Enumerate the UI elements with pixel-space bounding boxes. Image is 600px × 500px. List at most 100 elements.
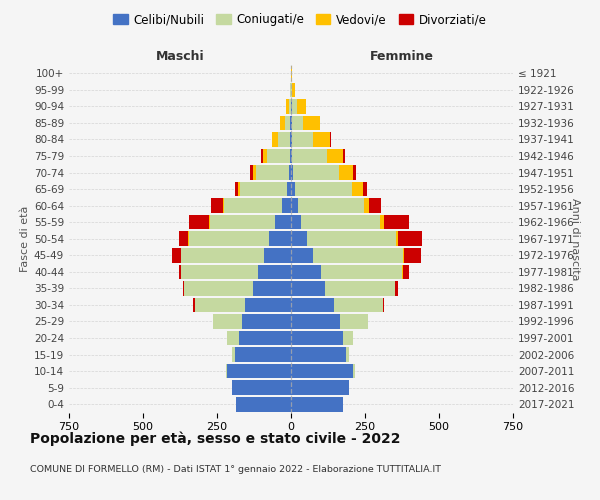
Bar bbox=[343, 331, 353, 345]
Bar bbox=[189, 232, 269, 246]
Bar bbox=[313, 248, 403, 262]
Bar bbox=[209, 215, 275, 230]
Y-axis label: Fasce di età: Fasce di età bbox=[20, 206, 30, 272]
Bar bbox=[212, 314, 242, 329]
Bar bbox=[232, 380, 291, 395]
Y-axis label: Anni di nascita: Anni di nascita bbox=[570, 198, 580, 280]
Bar bbox=[240, 182, 287, 196]
Bar bbox=[280, 116, 285, 130]
Bar bbox=[334, 298, 383, 312]
Legend: Celibi/Nubili, Coniugati/e, Vedovi/e, Divorziati/e: Celibi/Nubili, Coniugati/e, Vedovi/e, Di… bbox=[109, 8, 491, 31]
Bar bbox=[320, 264, 402, 279]
Bar bbox=[383, 298, 384, 312]
Bar bbox=[297, 99, 306, 114]
Bar bbox=[242, 314, 291, 329]
Bar bbox=[227, 364, 291, 378]
Bar bbox=[403, 264, 409, 279]
Bar bbox=[262, 148, 263, 164]
Text: COMUNE DI FORMELLO (RM) - Dati ISTAT 1° gennaio 2022 - Elaborazione TUTTITALIA.I: COMUNE DI FORMELLO (RM) - Dati ISTAT 1° … bbox=[30, 466, 441, 474]
Bar bbox=[291, 364, 353, 378]
Bar bbox=[183, 281, 184, 295]
Bar bbox=[292, 99, 297, 114]
Bar bbox=[190, 215, 209, 230]
Bar bbox=[326, 148, 343, 164]
Bar bbox=[278, 132, 290, 146]
Bar bbox=[325, 281, 395, 295]
Bar bbox=[396, 232, 398, 246]
Bar bbox=[291, 348, 346, 362]
Bar bbox=[292, 82, 295, 97]
Bar bbox=[291, 380, 349, 395]
Bar bbox=[352, 182, 362, 196]
Bar bbox=[364, 198, 370, 213]
Bar bbox=[289, 166, 291, 180]
Bar bbox=[291, 82, 292, 97]
Bar bbox=[289, 99, 291, 114]
Bar bbox=[291, 281, 325, 295]
Bar bbox=[290, 132, 291, 146]
Bar bbox=[291, 148, 292, 164]
Bar bbox=[293, 166, 339, 180]
Bar bbox=[313, 132, 331, 146]
Bar bbox=[179, 264, 181, 279]
Bar bbox=[362, 182, 367, 196]
Bar bbox=[292, 148, 326, 164]
Text: Femmine: Femmine bbox=[370, 50, 434, 62]
Bar bbox=[235, 182, 238, 196]
Bar bbox=[395, 281, 398, 295]
Bar bbox=[404, 248, 421, 262]
Bar bbox=[343, 148, 345, 164]
Bar bbox=[227, 331, 239, 345]
Bar bbox=[193, 298, 195, 312]
Bar bbox=[291, 132, 292, 146]
Bar bbox=[282, 198, 291, 213]
Bar bbox=[290, 148, 291, 164]
Text: Maschi: Maschi bbox=[155, 50, 205, 62]
Bar bbox=[291, 248, 313, 262]
Bar bbox=[253, 281, 291, 295]
Bar bbox=[268, 148, 290, 164]
Bar bbox=[256, 166, 289, 180]
Bar bbox=[263, 148, 268, 164]
Bar bbox=[286, 99, 289, 114]
Bar bbox=[291, 215, 301, 230]
Bar bbox=[307, 232, 396, 246]
Bar bbox=[253, 166, 256, 180]
Bar bbox=[285, 116, 290, 130]
Bar bbox=[291, 298, 334, 312]
Bar bbox=[384, 215, 409, 230]
Bar bbox=[403, 248, 404, 262]
Bar bbox=[184, 281, 253, 295]
Bar bbox=[353, 364, 355, 378]
Bar bbox=[291, 397, 343, 411]
Bar bbox=[245, 298, 291, 312]
Bar bbox=[172, 248, 181, 262]
Bar bbox=[275, 215, 291, 230]
Bar bbox=[301, 215, 380, 230]
Bar bbox=[223, 198, 224, 213]
Bar bbox=[232, 348, 235, 362]
Bar bbox=[298, 198, 364, 213]
Bar bbox=[291, 331, 343, 345]
Bar bbox=[272, 132, 278, 146]
Bar bbox=[236, 397, 291, 411]
Bar bbox=[291, 264, 320, 279]
Bar bbox=[291, 314, 340, 329]
Bar bbox=[292, 116, 304, 130]
Bar bbox=[179, 232, 188, 246]
Bar bbox=[235, 348, 291, 362]
Bar bbox=[269, 232, 291, 246]
Bar bbox=[292, 132, 313, 146]
Bar bbox=[181, 248, 265, 262]
Bar bbox=[340, 314, 368, 329]
Bar bbox=[211, 198, 223, 213]
Bar bbox=[380, 215, 384, 230]
Bar bbox=[291, 198, 298, 213]
Bar bbox=[265, 248, 291, 262]
Bar bbox=[291, 182, 295, 196]
Bar bbox=[353, 166, 356, 180]
Text: Popolazione per età, sesso e stato civile - 2022: Popolazione per età, sesso e stato civil… bbox=[30, 431, 401, 446]
Bar bbox=[304, 116, 320, 130]
Bar bbox=[224, 198, 282, 213]
Bar bbox=[339, 166, 353, 180]
